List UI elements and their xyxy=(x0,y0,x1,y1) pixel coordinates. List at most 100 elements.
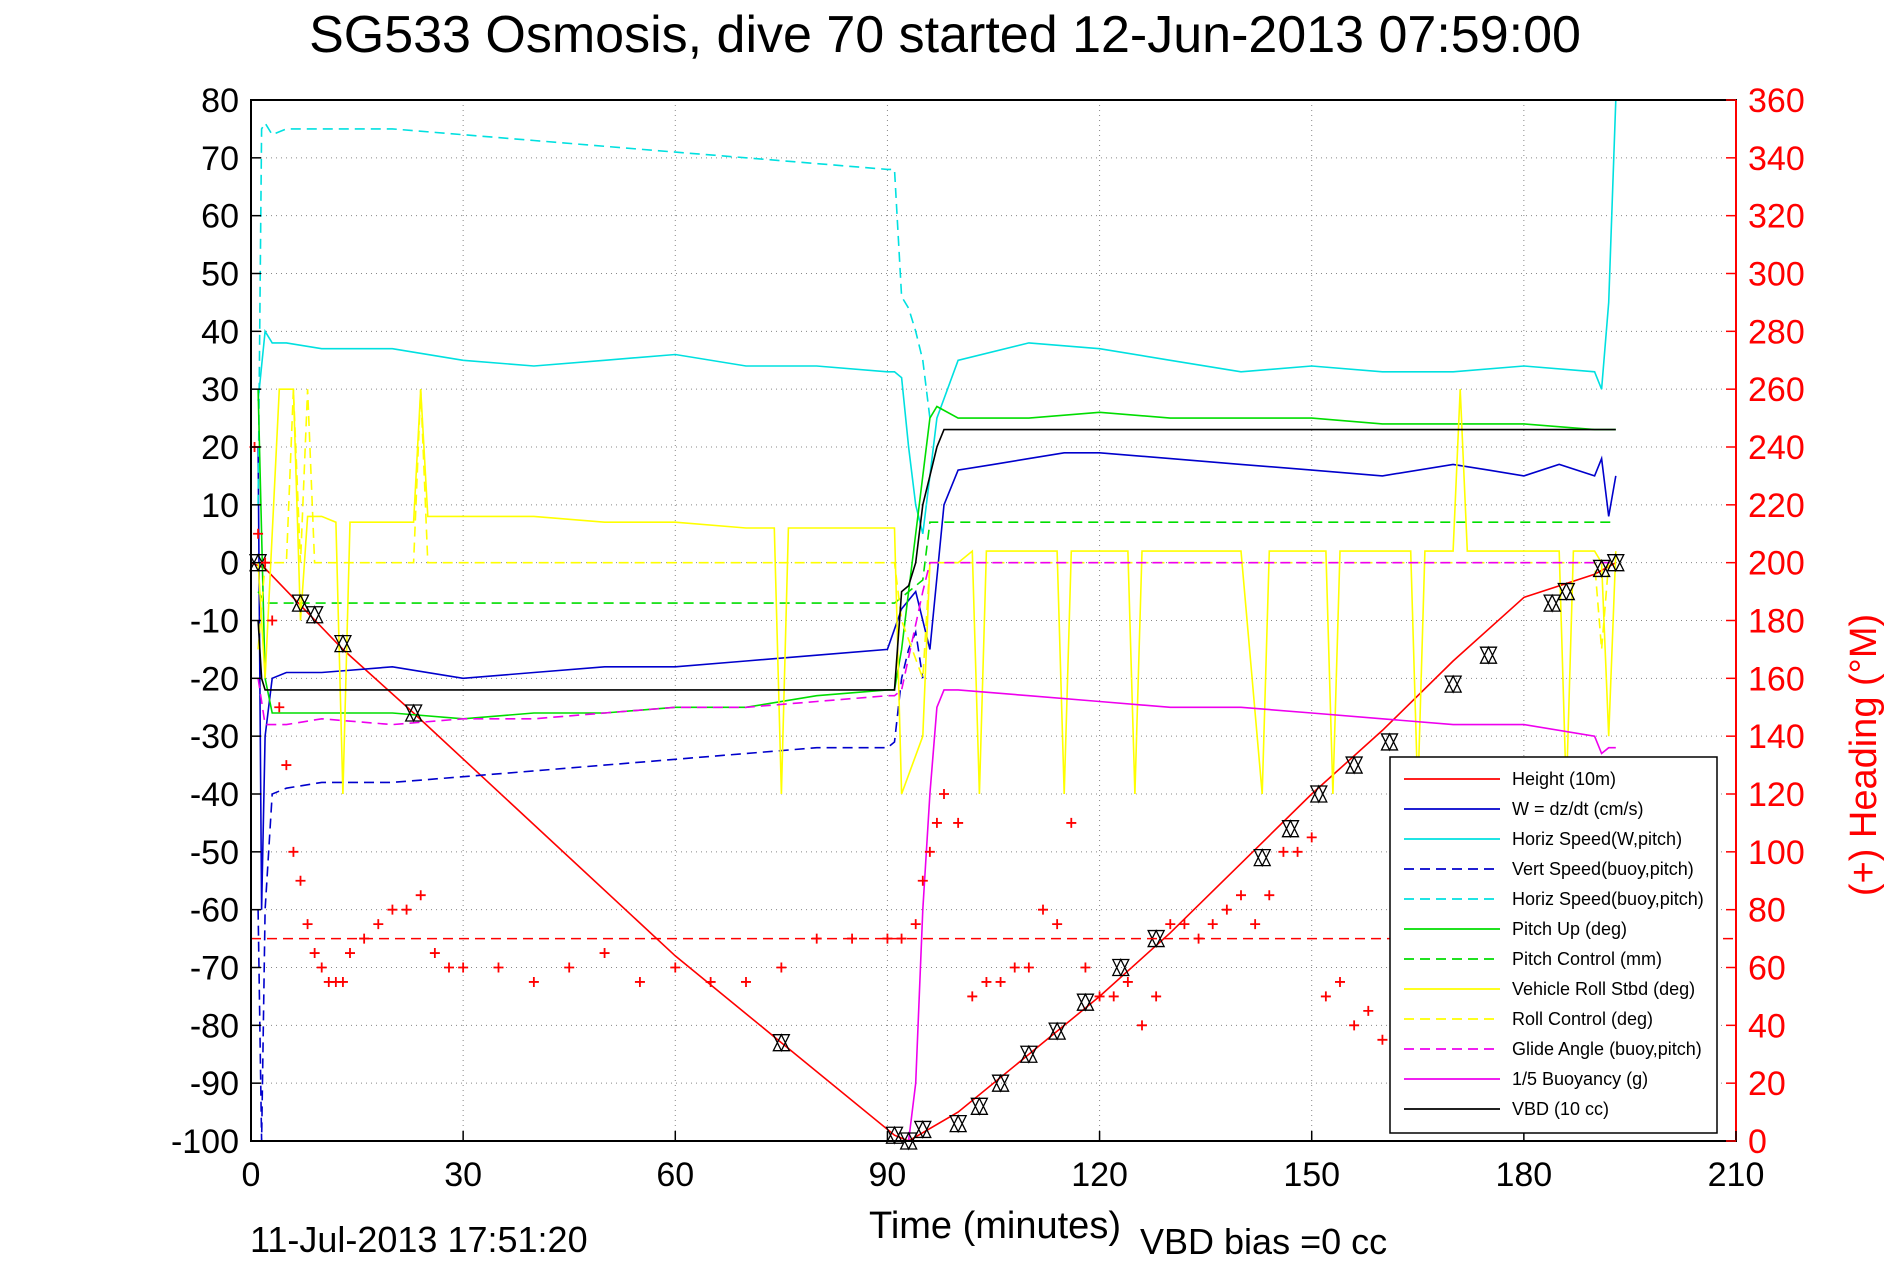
height-marker xyxy=(333,634,352,654)
y-tick-label-left: 10 xyxy=(201,487,239,525)
heading-point xyxy=(309,948,320,959)
series-line xyxy=(901,689,1616,1142)
heading-point xyxy=(1207,919,1218,930)
y-tick-label-left: -10 xyxy=(190,603,239,641)
height-marker xyxy=(1444,674,1463,694)
heading-point xyxy=(634,976,645,987)
y-tick-label-left: -80 xyxy=(190,1007,239,1045)
heading-point xyxy=(1094,991,1105,1002)
x-ticks: 0 30 60 90 120 150 180 210 xyxy=(242,1131,1765,1194)
y-tick-label-left: -100 xyxy=(171,1123,239,1161)
y-tick-label-left: 0 xyxy=(220,545,239,583)
heading-point xyxy=(302,919,313,930)
height-marker xyxy=(1048,1021,1067,1041)
heading-point xyxy=(1066,817,1077,828)
heading-point xyxy=(373,919,384,930)
heading-point xyxy=(359,933,370,944)
series-line xyxy=(257,389,1616,679)
y-tick-label-left: -30 xyxy=(190,718,239,756)
series-line xyxy=(257,428,1616,691)
y-tick-label-left: -20 xyxy=(190,660,239,698)
y-tick-label-right: 200 xyxy=(1748,545,1805,583)
x-tick-label: 60 xyxy=(656,1156,694,1194)
legend-entry: Horiz Speed(W,pitch) xyxy=(1512,829,1682,849)
y-tick-label-left: 80 xyxy=(201,82,239,120)
height-marker xyxy=(1111,958,1130,977)
heading-point xyxy=(337,976,348,987)
height-marker xyxy=(772,1033,791,1053)
legend-entry: W = dz/dt (cm/s) xyxy=(1512,799,1644,819)
chart-title: SG533 Osmosis, dive 70 started 12-Jun-20… xyxy=(309,6,1581,64)
heading-point xyxy=(281,760,292,771)
heading-point xyxy=(1165,919,1176,930)
heading-point xyxy=(564,962,575,973)
height-marker xyxy=(1380,732,1399,752)
y-tick-label-left: -90 xyxy=(190,1065,239,1103)
heading-point xyxy=(1221,904,1232,915)
x-tick-label: 30 xyxy=(444,1156,482,1194)
footer-timestamp: 11-Jul-2013 17:51:20 xyxy=(250,1219,588,1260)
heading-point xyxy=(458,962,469,973)
y-tick-label-left: -40 xyxy=(190,776,239,814)
heading-point xyxy=(1122,976,1133,987)
heading-point xyxy=(910,919,921,930)
height-marker xyxy=(970,1096,989,1116)
heading-point xyxy=(1080,962,1091,973)
heading-point xyxy=(1137,1020,1147,1031)
y-tick-label-left: -70 xyxy=(190,950,239,988)
heading-point xyxy=(493,962,504,973)
legend-entry: Vert Speed(buoy,pitch) xyxy=(1512,859,1694,879)
footer-vbd-bias: VBD bias =0 cc xyxy=(1140,1221,1387,1262)
y-tick-label-right: 300 xyxy=(1748,256,1805,294)
legend: Height (10m) W = dz/dt (cm/s) Horiz Speed(… xyxy=(1389,756,1718,1134)
legend-entry: Roll Control (deg) xyxy=(1512,1009,1653,1029)
height-marker xyxy=(885,1125,904,1145)
heading-point xyxy=(953,817,964,828)
heading-point xyxy=(939,789,949,799)
height-marker xyxy=(1543,593,1562,613)
legend-entry: Horiz Speed(buoy,pitch) xyxy=(1512,889,1704,909)
height-marker xyxy=(1592,558,1611,578)
height-marker xyxy=(949,1114,968,1134)
height-marker xyxy=(1281,819,1300,839)
heading-point xyxy=(401,904,412,915)
y-tick-label-left: 40 xyxy=(201,313,239,351)
heading-point xyxy=(1278,846,1289,857)
y-tick-label-right: 240 xyxy=(1748,429,1805,467)
x-tick-label: 0 xyxy=(242,1156,261,1194)
heading-point xyxy=(274,702,285,713)
heading-point xyxy=(1377,1034,1388,1045)
heading-point xyxy=(288,846,299,857)
heading-point xyxy=(741,976,751,987)
heading-point xyxy=(429,948,440,959)
heading-point xyxy=(1349,1020,1360,1031)
x-tick-label: 210 xyxy=(1708,1156,1765,1194)
heading-point xyxy=(1038,904,1048,915)
heading-point xyxy=(1236,890,1246,901)
heading-point xyxy=(776,962,787,973)
y-tick-label-right: 280 xyxy=(1748,313,1805,351)
heading-point xyxy=(1250,919,1261,930)
series-line xyxy=(257,121,931,505)
y-tick-label-right: 340 xyxy=(1748,140,1805,178)
legend-entry: 1/5 Buoyancy (g) xyxy=(1512,1069,1648,1089)
height-marker xyxy=(1019,1044,1038,1064)
heading-point xyxy=(1052,919,1063,930)
y-tick-label-right: 40 xyxy=(1748,1007,1786,1045)
x-tick-label: 150 xyxy=(1283,1156,1340,1194)
heading-point xyxy=(1320,991,1331,1002)
y-tick-label-right: 0 xyxy=(1748,1123,1767,1161)
y-tick-label-right: 140 xyxy=(1748,718,1805,756)
y-tick-label-left: 70 xyxy=(201,140,239,178)
heading-point xyxy=(896,933,907,944)
heading-point xyxy=(1108,991,1119,1002)
height-marker xyxy=(991,1073,1010,1093)
y-tick-label-left: 60 xyxy=(201,198,239,236)
heading-point xyxy=(295,875,306,886)
y-tick-label-right: 160 xyxy=(1748,660,1805,698)
heading-point xyxy=(444,962,454,973)
heading-point xyxy=(528,976,539,987)
y-tick-label-right: 60 xyxy=(1748,950,1786,988)
series-line xyxy=(257,561,1616,726)
